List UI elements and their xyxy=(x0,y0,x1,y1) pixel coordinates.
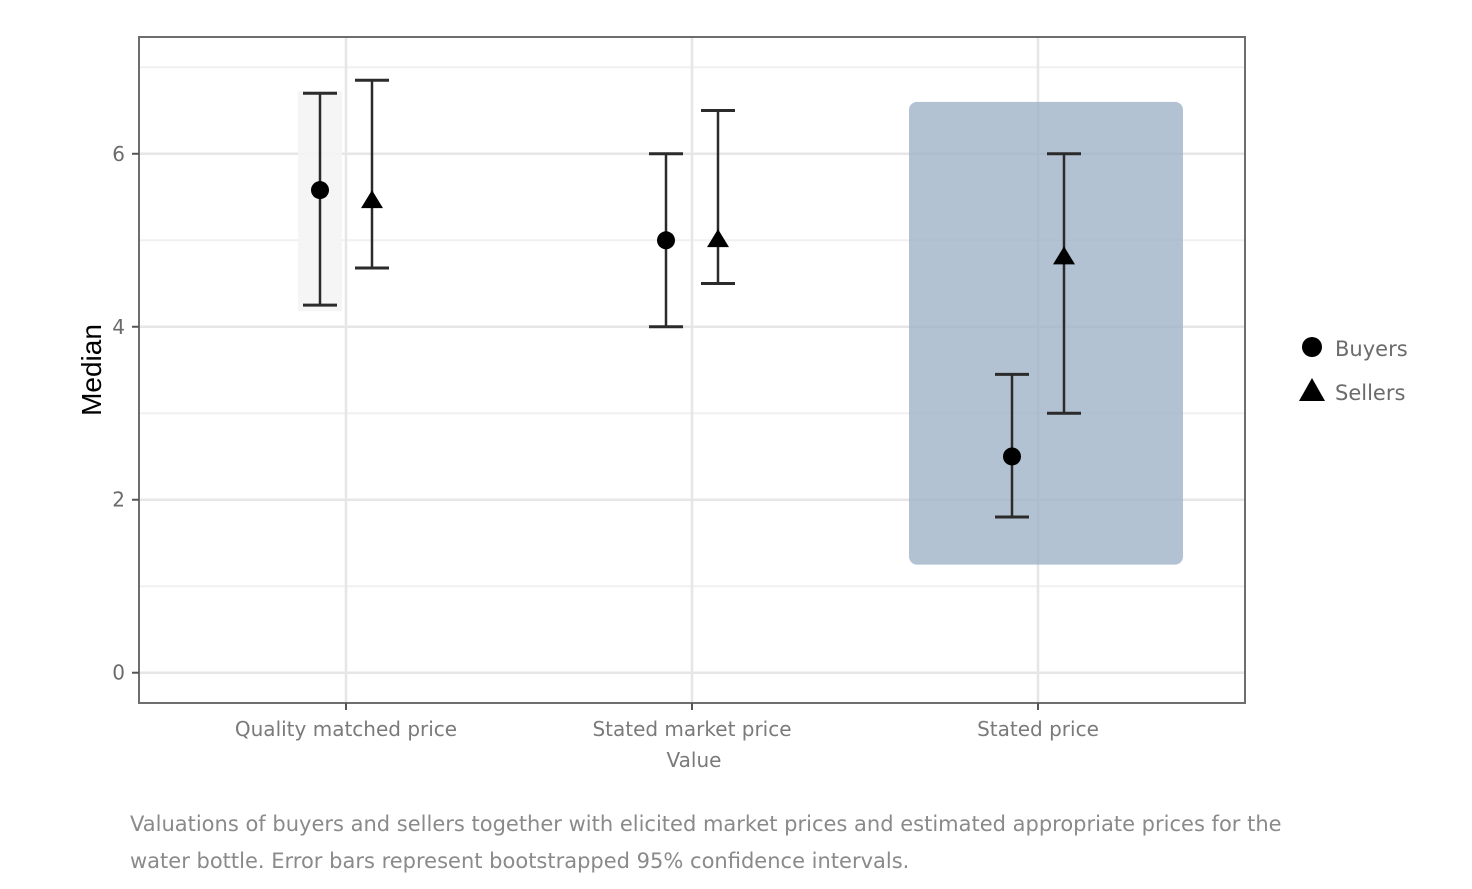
legend-key-triangle xyxy=(1299,378,1325,401)
x-tick-label: Quality matched price xyxy=(235,717,457,741)
y-tick-label: 0 xyxy=(112,661,125,685)
error-bar-sellers-1 xyxy=(701,109,735,286)
data-points xyxy=(311,181,1075,466)
legend-item-buyers: Buyers xyxy=(1302,337,1408,361)
legend-item-sellers: Sellers xyxy=(1299,378,1405,405)
point-sellers-0 xyxy=(361,190,383,209)
error-bar-buyers-0 xyxy=(303,91,337,307)
error-bar-sellers-0 xyxy=(355,78,389,270)
y-tick-label: 2 xyxy=(112,488,125,512)
error-bar-sellers-2 xyxy=(1047,152,1081,415)
legend: Buyers Sellers xyxy=(1299,337,1408,405)
x-tick-label: Stated price xyxy=(977,717,1099,741)
point-sellers-2 xyxy=(1053,246,1075,265)
legend-label: Buyers xyxy=(1335,337,1408,361)
legend-label: Sellers xyxy=(1335,381,1405,405)
x-axis-title: Value xyxy=(667,748,722,772)
point-buyers-0 xyxy=(311,181,329,200)
axes: 0 2 4 6 Quality matched price Stated market p… xyxy=(112,142,1099,741)
error-bars xyxy=(303,78,1081,519)
point-buyers-1 xyxy=(657,231,675,250)
y-tick-label: 6 xyxy=(112,142,125,166)
figure-caption: Valuations of buyers and sellers togethe… xyxy=(130,812,1282,873)
x-tick-label: Stated market price xyxy=(592,717,791,741)
error-bar-buyers-2 xyxy=(995,372,1029,519)
legend-key-circle xyxy=(1302,337,1322,357)
point-sellers-1 xyxy=(707,229,729,248)
point-buyers-2 xyxy=(1003,447,1021,466)
y-axis-title: Median xyxy=(76,324,107,416)
y-tick-label: 4 xyxy=(112,315,125,339)
highlight-box xyxy=(909,101,1183,565)
